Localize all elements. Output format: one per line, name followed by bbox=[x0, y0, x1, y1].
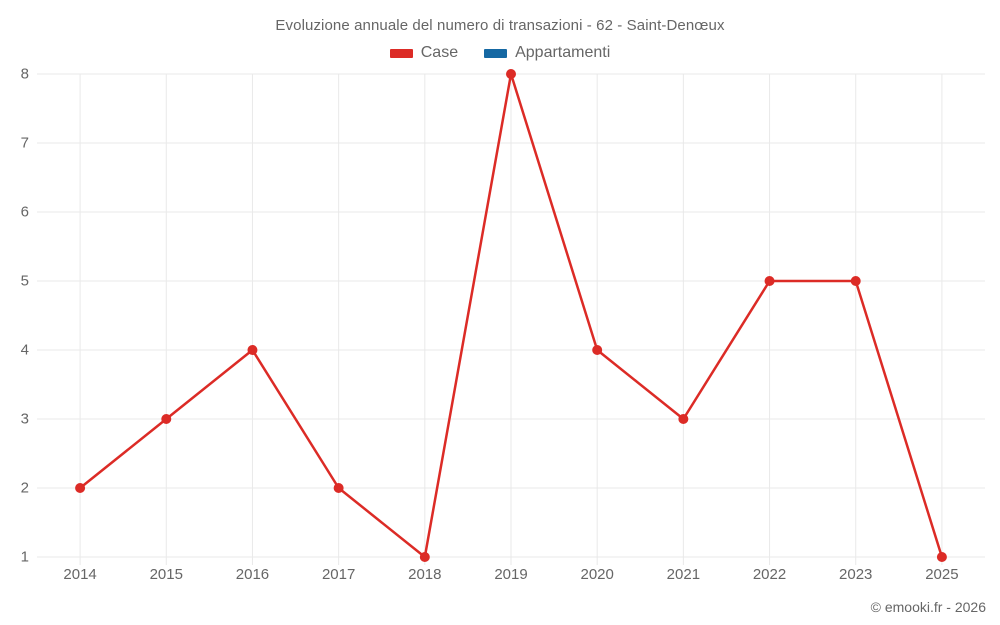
data-point-marker[interactable] bbox=[850, 276, 861, 286]
x-axis-tick-label: 2025 bbox=[925, 566, 959, 583]
data-point-marker[interactable] bbox=[333, 483, 344, 493]
x-axis-tick-label: 2018 bbox=[408, 566, 442, 583]
x-axis-tick-label: 2021 bbox=[666, 566, 701, 583]
data-point-marker[interactable] bbox=[936, 552, 947, 562]
x-axis-tick-label: 2019 bbox=[494, 566, 528, 583]
legend-item-appartamenti[interactable]: Appartamenti bbox=[484, 44, 610, 62]
data-point-marker[interactable] bbox=[506, 69, 516, 79]
copyright-credit: © emooki.fr - 2026 bbox=[870, 599, 986, 615]
data-point-marker[interactable] bbox=[161, 414, 172, 424]
legend-label-case: Case bbox=[420, 44, 459, 61]
chart-legend: Case Appartamenti bbox=[0, 44, 1000, 62]
legend-item-case[interactable]: Case bbox=[389, 44, 459, 62]
data-point-marker[interactable] bbox=[592, 345, 603, 355]
data-point-marker[interactable] bbox=[764, 276, 775, 286]
legend-swatch-case-icon bbox=[389, 48, 413, 58]
data-point-marker[interactable] bbox=[75, 483, 86, 493]
y-axis-tick-labels: 1 2 3 4 5 6 7 8 bbox=[0, 0, 37, 625]
x-axis-tick-label: 2017 bbox=[321, 566, 356, 583]
x-axis-tick-label: 2022 bbox=[752, 566, 787, 583]
legend-swatch-appartamenti-icon bbox=[484, 48, 508, 58]
legend-label-appartamenti: Appartamenti bbox=[515, 44, 611, 61]
y-axis-tick-label: 5 bbox=[20, 272, 29, 290]
plot-area bbox=[37, 69, 985, 565]
x-axis-tick-label: 2015 bbox=[149, 566, 183, 583]
series-layer bbox=[75, 69, 947, 562]
y-axis-tick-label: 3 bbox=[20, 410, 29, 428]
x-axis-tick-label: 2023 bbox=[839, 566, 873, 583]
y-axis-tick-label: 6 bbox=[20, 203, 29, 221]
data-point-marker[interactable] bbox=[678, 414, 689, 424]
y-axis-tick-label: 8 bbox=[20, 65, 29, 83]
y-axis-tick-label: 2 bbox=[20, 479, 29, 497]
x-axis-tick-label: 2020 bbox=[580, 566, 614, 583]
x-axis-tick-label: 2014 bbox=[63, 566, 97, 583]
y-axis-tick-label: 1 bbox=[20, 548, 29, 566]
y-axis-tick-label: 7 bbox=[20, 134, 29, 152]
chart-title: Evoluzione annuale del numero di transaz… bbox=[275, 17, 725, 34]
y-axis-tick-label: 4 bbox=[20, 341, 29, 359]
data-point-marker[interactable] bbox=[419, 552, 430, 562]
x-axis-tick-label: 2016 bbox=[235, 566, 270, 583]
plot-svg bbox=[37, 69, 985, 565]
data-point-marker[interactable] bbox=[247, 345, 258, 355]
